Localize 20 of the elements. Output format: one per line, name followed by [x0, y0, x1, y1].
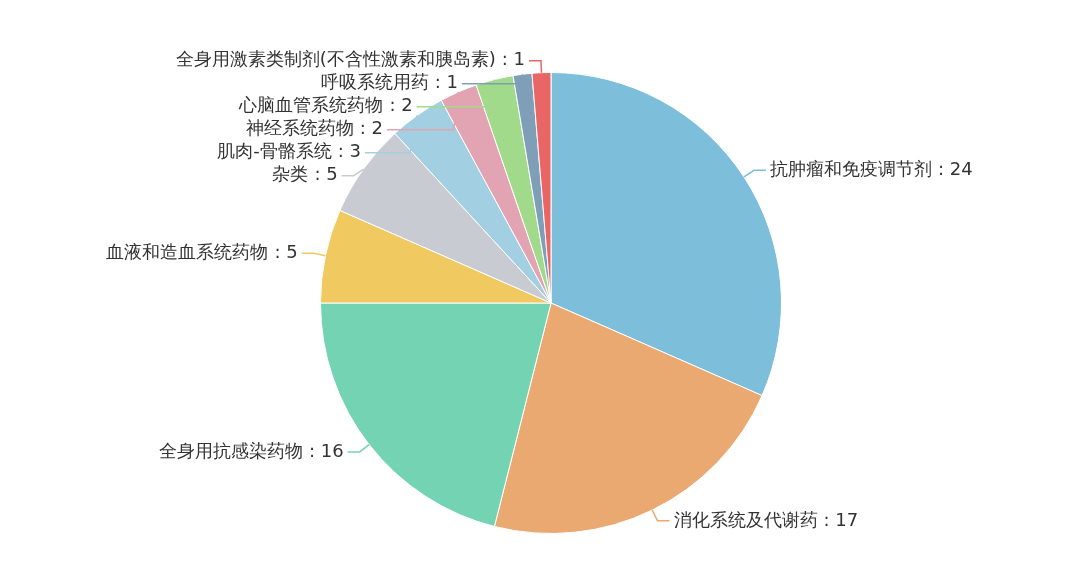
data-label: : 24 [938, 158, 973, 180]
slice-label: 神经系统药物 [245, 117, 354, 139]
data-label: : 16 [308, 439, 344, 461]
data-label: : 2 [389, 94, 413, 116]
slice-label: 消化系统及代谢药 [673, 508, 818, 530]
slice-label: 抗肿瘤和免疫调节剂 [770, 158, 933, 180]
slice-label: 杂类 [272, 163, 309, 185]
data-label: : 5 [314, 163, 338, 185]
slice-label: 呼吸系统用药 [320, 71, 429, 93]
data-label: : 1 [501, 48, 525, 70]
slice-label: 心脑血管系统药物 [238, 94, 384, 116]
slice-label: 全身用抗感染药物 [158, 439, 303, 461]
slice-label: 全身用激素类制剂(不含性激素和胰岛素) [175, 48, 496, 70]
data-label: : 1 [434, 71, 458, 93]
slice-label: 肌肉-骨骼系统 [217, 140, 332, 162]
data-label: : 5 [274, 240, 298, 262]
slice-label: 血液和造血系统药物 [106, 240, 269, 262]
data-label: : 17 [823, 508, 859, 530]
data-label: : 2 [359, 117, 384, 139]
data-label: : 3 [337, 140, 362, 162]
